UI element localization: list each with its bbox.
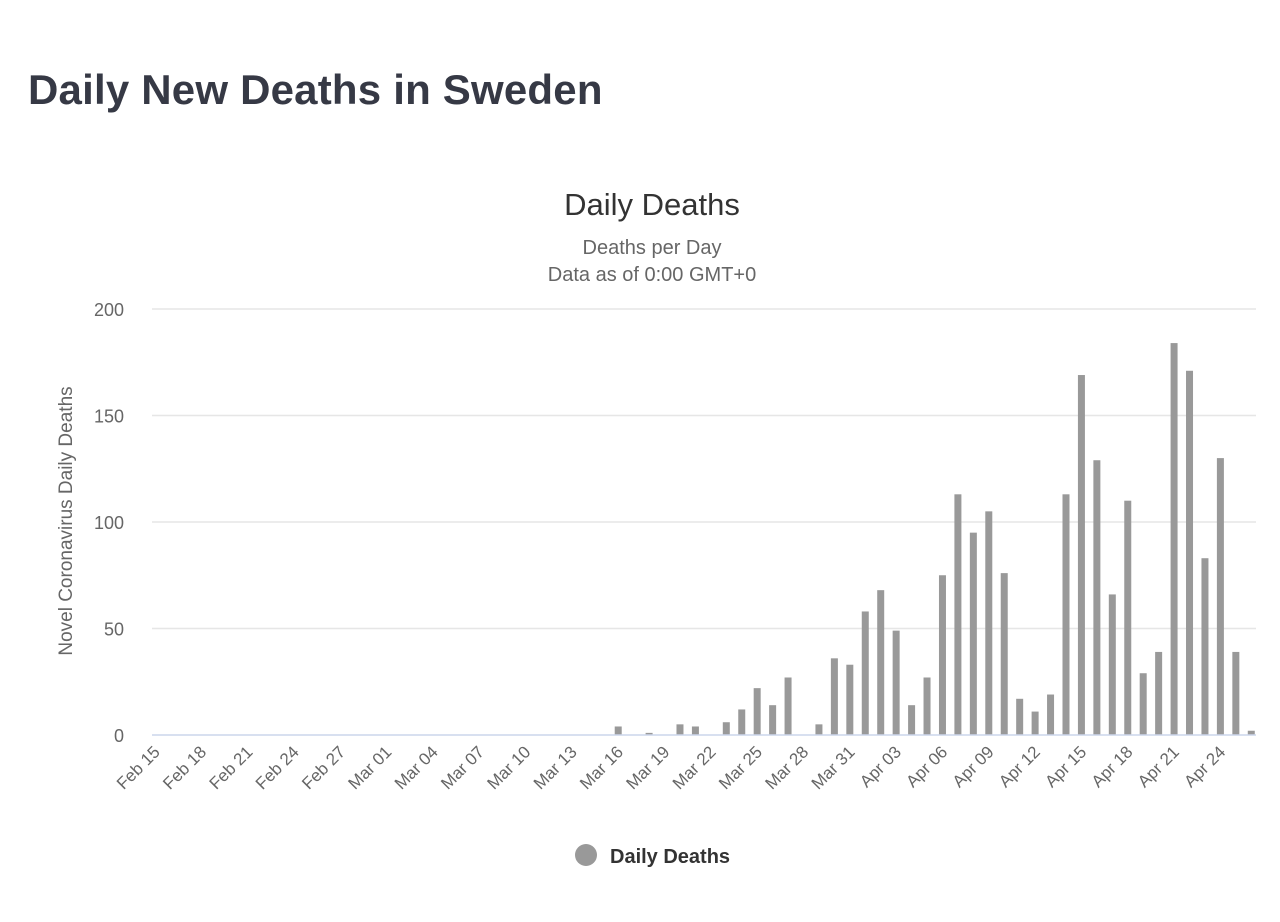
x-tick-label: Mar 07 [437,742,488,793]
x-tick-label: Mar 04 [391,742,442,793]
bar-mar-29[interactable] [815,724,823,735]
y-axis-ticks: 0 50 100 150 200 [94,300,124,746]
bar-apr-17[interactable] [1108,594,1116,735]
bar-apr-09[interactable] [985,511,993,735]
x-tick-label: Mar 10 [484,742,535,793]
bars [614,343,1255,735]
chart-subtitle-line-2: Data as of 0:00 GMT+0 [548,264,756,286]
bar-mar-27[interactable] [784,677,792,735]
bar-mar-30[interactable] [830,658,838,735]
bar-apr-21[interactable] [1170,343,1178,735]
bar-apr-25[interactable] [1232,651,1240,735]
chart-title: Daily Deaths [564,187,740,222]
legend-label: Daily Deaths [610,846,730,868]
y-tick-label: 50 [104,620,124,640]
bar-mar-25[interactable] [753,688,761,735]
x-tick-label: Mar 13 [530,742,581,793]
y-tick-label: 100 [94,513,124,533]
bar-mar-20[interactable] [676,724,684,735]
x-tick-label: Apr 24 [1180,742,1229,791]
y-tick-label: 200 [94,300,124,320]
bar-apr-01[interactable] [861,611,869,735]
bar-apr-15[interactable] [1077,375,1085,735]
bar-apr-10[interactable] [1000,573,1008,735]
x-tick-label: Feb 27 [298,742,349,793]
x-tick-label: Feb 18 [159,742,210,793]
x-tick-label: Apr 06 [902,742,951,791]
x-tick-label: Mar 16 [576,742,627,793]
x-tick-label: Apr 15 [1041,742,1090,791]
bar-apr-03[interactable] [892,630,900,735]
x-tick-label: Apr 21 [1134,742,1183,791]
x-tick-label: Apr 18 [1088,742,1137,791]
bar-apr-04[interactable] [908,705,916,735]
x-tick-label: Mar 22 [669,742,720,793]
bar-mar-21[interactable] [691,726,699,735]
bar-apr-24[interactable] [1216,458,1224,735]
bar-apr-23[interactable] [1201,558,1209,735]
bar-apr-20[interactable] [1155,651,1163,735]
bar-apr-13[interactable] [1047,694,1055,735]
bar-apr-26[interactable] [1247,730,1255,735]
bar-apr-06[interactable] [938,575,946,735]
bar-apr-08[interactable] [969,532,977,735]
bar-apr-12[interactable] [1031,711,1039,735]
bar-mar-23[interactable] [722,722,730,735]
bar-mar-31[interactable] [846,664,854,735]
bar-apr-18[interactable] [1124,500,1132,735]
bar-mar-24[interactable] [738,709,746,735]
x-tick-label: Feb 21 [206,742,257,793]
x-tick-label: Mar 28 [761,742,812,793]
legend-item-daily-deaths[interactable]: Daily Deaths [575,844,730,868]
bar-apr-11[interactable] [1016,698,1024,735]
x-tick-label: Mar 31 [808,742,859,793]
bar-apr-07[interactable] [954,494,962,735]
page-title: Daily New Deaths in Sweden [28,66,603,113]
bar-mar-16[interactable] [614,726,622,735]
x-tick-label: Mar 19 [623,742,674,793]
y-axis-title: Novel Coronavirus Daily Deaths [56,386,77,655]
bar-apr-19[interactable] [1139,673,1147,735]
x-tick-label: Feb 24 [252,742,303,793]
x-tick-label: Feb 15 [113,742,164,793]
y-tick-label: 150 [94,407,124,427]
x-tick-label: Mar 25 [715,742,766,793]
chart-subtitle-line-1: Deaths per Day [583,237,722,259]
x-tick-label: Mar 01 [345,742,396,793]
bar-apr-14[interactable] [1062,494,1070,735]
x-tick-label: Apr 09 [949,742,998,791]
bar-mar-18[interactable] [645,732,653,735]
bar-apr-05[interactable] [923,677,931,735]
bar-apr-16[interactable] [1093,460,1101,735]
x-tick-label: Apr 12 [995,742,1044,791]
legend-marker [575,844,597,866]
x-tick-label: Apr 03 [856,742,905,791]
y-tick-label: 0 [114,726,124,746]
bar-apr-02[interactable] [877,590,885,735]
grid-lines [152,308,1256,630]
bar-apr-22[interactable] [1186,370,1194,735]
bar-mar-26[interactable] [769,705,777,735]
